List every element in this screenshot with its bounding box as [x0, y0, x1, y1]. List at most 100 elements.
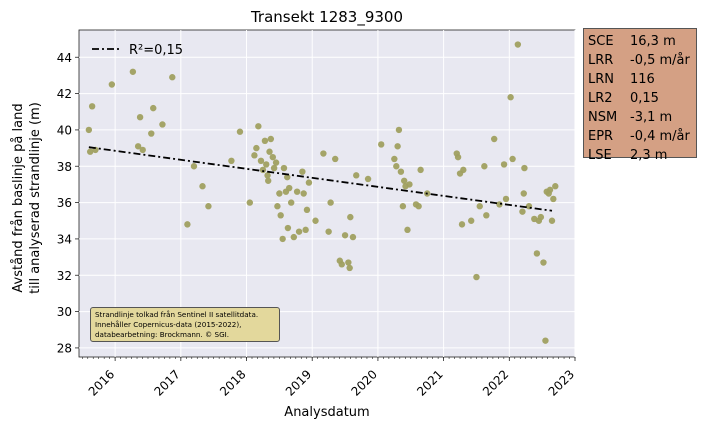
data-point [540, 259, 547, 266]
data-point [393, 163, 400, 170]
y-tick-label: 34 [57, 232, 72, 246]
x-tick-label: 2020 [349, 367, 380, 398]
data-point [264, 172, 271, 179]
x-tick-label: 2018 [217, 367, 248, 398]
data-point [353, 172, 360, 179]
data-point [267, 135, 275, 143]
stat-row: NSM -3,1 m [588, 108, 691, 127]
x-tick-label: 2023 [546, 367, 577, 398]
stat-row: EPR -0,4 m/år [588, 127, 691, 146]
y-tick-label: 40 [57, 123, 72, 137]
data-point [276, 190, 283, 197]
plot-area [78, 29, 576, 358]
data-point [134, 143, 142, 150]
legend: R²=0,15 [92, 43, 183, 58]
data-point [519, 208, 526, 215]
data-point [490, 135, 498, 143]
source-note-line: databearbetning: Brockmann. © SGI. [95, 330, 230, 339]
data-point [327, 199, 334, 206]
data-point [377, 141, 385, 148]
data-point [279, 235, 286, 243]
data-point [546, 186, 554, 194]
data-point [481, 163, 488, 170]
x-tick-label: 2017 [151, 367, 182, 398]
stat-value: 2,3 m [630, 148, 668, 163]
data-point [550, 195, 557, 203]
data-point [345, 259, 352, 266]
data-point [468, 217, 475, 224]
data-point [397, 168, 405, 175]
data-point [415, 203, 422, 210]
legend-label: R²=0,15 [129, 43, 183, 58]
data-point [305, 179, 313, 186]
data-point [320, 150, 327, 157]
data-point [277, 212, 284, 219]
data-point [129, 68, 137, 75]
stat-row: SCE 16,3 m [588, 32, 691, 51]
data-point [184, 221, 191, 228]
stat-key: EPR [588, 129, 614, 144]
data-point [404, 226, 411, 234]
data-point [496, 201, 503, 208]
data-points [85, 41, 559, 344]
x-tick-label: 2019 [283, 367, 314, 398]
stat-value: -0,5 m/år [630, 53, 690, 68]
data-point [284, 224, 292, 232]
y-tick-label: 32 [57, 269, 72, 283]
y-tick-label: 44 [57, 51, 72, 65]
data-point [85, 126, 93, 134]
data-point [395, 126, 403, 134]
data-point [287, 199, 295, 206]
data-point [303, 206, 311, 214]
data-point [259, 166, 267, 174]
data-point [293, 188, 301, 195]
data-point [520, 190, 527, 197]
data-point [274, 203, 281, 210]
data-point [500, 161, 508, 168]
data-point [347, 213, 354, 221]
data-point [269, 153, 277, 161]
data-point [460, 166, 467, 174]
data-point [159, 121, 166, 128]
stat-value: 116 [630, 72, 655, 87]
data-point [290, 233, 298, 241]
data-point [521, 164, 528, 172]
data-point [394, 143, 401, 150]
data-point [341, 232, 349, 239]
data-point [509, 155, 516, 163]
data-point [253, 144, 260, 152]
data-point [533, 250, 541, 257]
stat-value: -0,4 m/år [630, 129, 690, 144]
stat-key: NSM [588, 110, 618, 125]
data-point [257, 157, 265, 164]
y-axis-label-line1: Avstånd från baslinje på land [11, 103, 26, 292]
stat-key: SCE [588, 34, 614, 49]
data-point [88, 103, 96, 110]
data-point [473, 273, 480, 281]
stat-value: 16,3 m [630, 34, 676, 49]
y-tick-label: 36 [57, 196, 72, 210]
data-point [349, 233, 357, 241]
data-point [190, 163, 198, 170]
data-point [552, 183, 559, 190]
data-point [454, 153, 462, 161]
data-point [400, 177, 408, 184]
data-point [108, 81, 116, 88]
data-point [406, 181, 413, 188]
stat-row: LR2 0,15 [588, 89, 691, 108]
trend-line [88, 146, 553, 212]
data-point [251, 152, 258, 159]
data-point [199, 183, 206, 190]
data-point [364, 175, 372, 183]
data-point [325, 228, 332, 235]
source-note-line: Innehåller Copernicus-data (2015-2022), [95, 320, 242, 329]
data-point [514, 41, 522, 48]
data-point [346, 264, 353, 272]
data-point [139, 146, 146, 154]
data-point [255, 123, 262, 130]
stat-row: LRN 116 [588, 70, 691, 89]
data-point [502, 195, 510, 203]
stat-row: LRR -0,5 m/år [588, 51, 691, 70]
data-point [542, 337, 549, 344]
